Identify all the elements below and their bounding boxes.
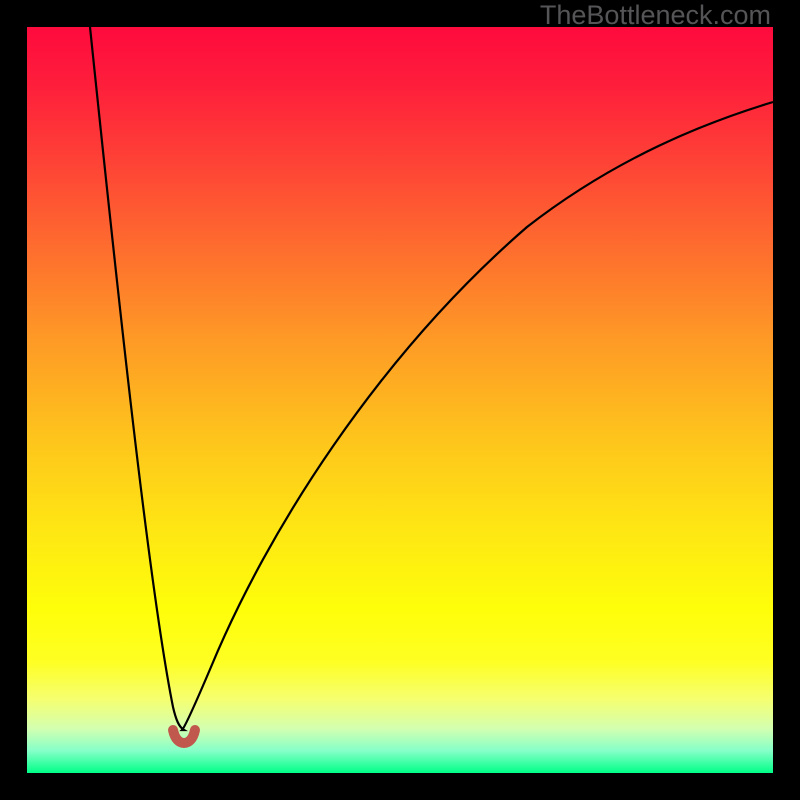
attribution-label: TheBottleneck.com (540, 0, 771, 31)
chart-frame (27, 27, 773, 773)
plot-background (27, 27, 773, 773)
bottleneck-curve-plot (27, 27, 773, 773)
